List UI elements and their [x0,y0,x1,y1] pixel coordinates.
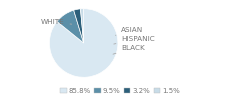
Wedge shape [57,10,84,43]
Text: BLACK: BLACK [113,45,145,54]
Wedge shape [74,9,84,43]
Text: ASIAN: ASIAN [115,27,144,35]
Text: WHITE: WHITE [41,19,72,25]
Text: HISPANIC: HISPANIC [114,36,155,44]
Wedge shape [80,9,84,43]
Wedge shape [49,9,118,77]
Legend: 85.8%, 9.5%, 3.2%, 1.5%: 85.8%, 9.5%, 3.2%, 1.5% [58,85,182,96]
